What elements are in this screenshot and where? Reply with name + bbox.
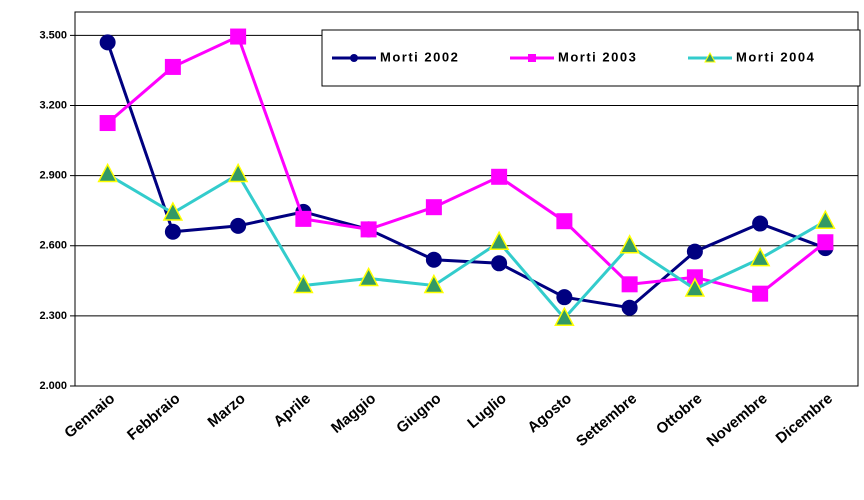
point xyxy=(425,199,442,216)
point xyxy=(488,230,510,250)
point xyxy=(230,217,247,234)
point xyxy=(227,162,249,183)
x-tick-label: Ottobre xyxy=(653,390,705,438)
point xyxy=(749,247,771,267)
point xyxy=(491,168,508,185)
x-tick-label: Gennaio xyxy=(61,390,118,442)
point xyxy=(99,34,116,51)
point xyxy=(162,201,184,221)
y-tick-label: 2.000 xyxy=(39,380,67,392)
y-tick-label: 2.900 xyxy=(39,170,67,182)
legend-label: Morti 2003 xyxy=(558,49,637,64)
point xyxy=(621,299,638,316)
point xyxy=(684,277,706,297)
point xyxy=(817,234,834,251)
y-tick-label: 2.600 xyxy=(39,240,67,252)
point xyxy=(99,115,116,132)
point xyxy=(686,269,703,286)
point xyxy=(358,266,379,287)
legend-marker xyxy=(528,54,536,62)
point xyxy=(752,285,769,302)
series-line xyxy=(106,41,826,310)
series xyxy=(99,28,834,302)
point xyxy=(686,243,703,260)
point xyxy=(423,273,445,294)
x-tick-label: Settembre xyxy=(573,390,640,450)
legend-marker xyxy=(704,51,716,63)
x-tick-label: Luglio xyxy=(464,390,509,432)
x-tick-label: Novembre xyxy=(704,390,771,450)
x-tick-label: Aprile xyxy=(270,390,313,430)
point xyxy=(556,289,573,306)
series-line xyxy=(106,172,827,321)
point xyxy=(619,234,640,254)
x-tick-label: Marzo xyxy=(205,390,249,431)
point xyxy=(293,273,314,294)
point xyxy=(97,162,118,183)
series-line xyxy=(106,34,827,296)
x-tick-label: Dicembre xyxy=(773,390,836,447)
point xyxy=(230,28,247,45)
y-tick-label: 2.300 xyxy=(39,310,67,322)
legend-label: Morti 2002 xyxy=(380,49,459,64)
series xyxy=(97,162,836,326)
legend-label: Morti 2004 xyxy=(736,49,815,64)
point xyxy=(752,215,769,232)
legend-box xyxy=(321,29,861,87)
point xyxy=(425,251,442,268)
x-tick-label: Giugno xyxy=(393,390,444,437)
point xyxy=(491,255,508,272)
point xyxy=(554,306,575,326)
y-tick-label: 3.200 xyxy=(39,99,67,111)
x-tick-label: Agosto xyxy=(524,390,575,436)
point xyxy=(164,58,181,75)
point xyxy=(621,276,638,293)
point xyxy=(556,213,573,230)
point xyxy=(164,223,181,240)
point xyxy=(815,209,836,229)
x-tick-label: Maggio xyxy=(328,390,379,437)
point xyxy=(360,221,377,238)
legend: Morti 2002 Morti 2003 Morti 2004 xyxy=(321,29,861,87)
point xyxy=(295,210,312,227)
legend-marker xyxy=(350,54,358,62)
y-tick-label: 3.500 xyxy=(39,29,67,41)
x-tick-label: Febbraio xyxy=(124,390,183,444)
